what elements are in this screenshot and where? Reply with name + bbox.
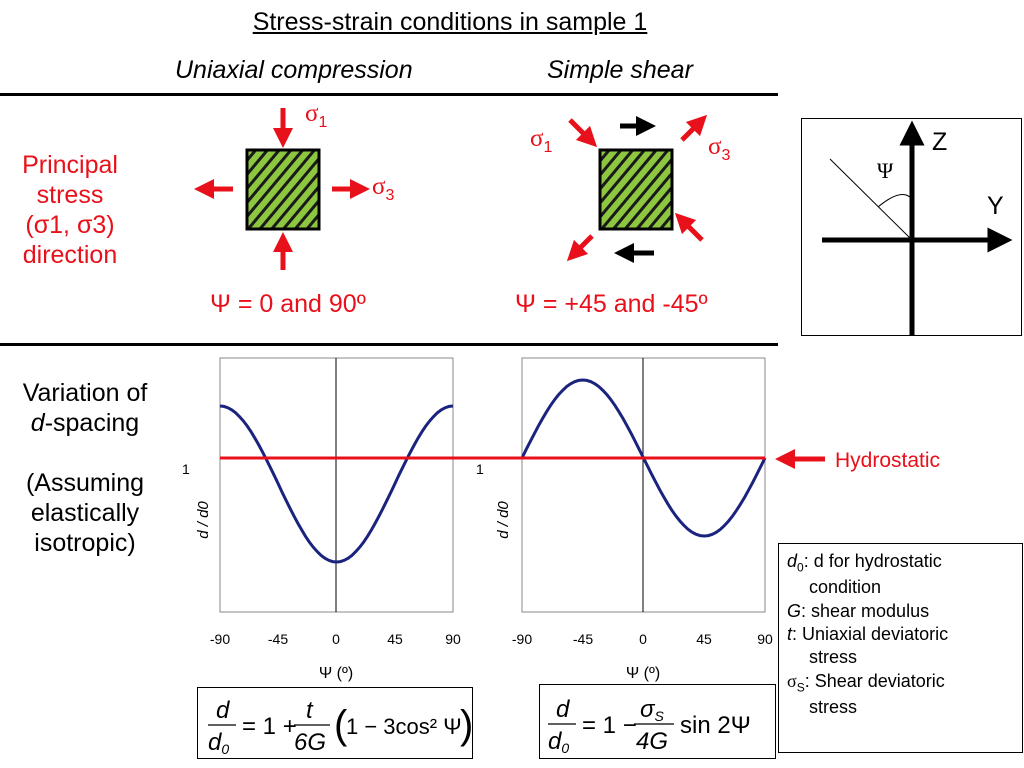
psi-angle-arc [877,194,913,208]
x-axis-label: Ψ (º) [626,665,660,682]
label-line: elastically [30,499,140,527]
y-axis-label: d / d0 [195,501,212,539]
shear-sample-diagram [566,114,708,263]
sample-square [598,148,674,231]
label-line: (σ1, σ3) [25,211,115,239]
sigma1-arrow-top-left [568,118,598,148]
psi-direction-line [829,158,913,241]
x-tick-labels: -90 -45 0 45 90 [210,631,461,647]
eq-lhs-numerator: d [556,696,570,723]
uniaxial-psi-label: Ψ = 0 and 90º [210,290,366,318]
sample-square [245,148,321,231]
slide-title: Stress-strain conditions in sample 1 [252,8,648,36]
column-header-uniaxial: Uniaxial compression [175,56,413,84]
eq-operator: = 1 + [242,713,297,740]
psi-symbol: Ψ [877,158,894,183]
divider-top [0,93,778,96]
legend-item: σS: Shear deviatoric [787,670,945,695]
shear-sigma3-label: σ3 [708,133,731,164]
x-tick-label: 90 [445,631,461,647]
legend-item-cont: condition [809,577,882,598]
symbol-legend: d0: d for hydrostatic condition G: shear… [778,543,1023,753]
equation-uniaxial: d d0 = 1 + t 6G ( 1 − 3cos² Ψ ) [197,687,473,759]
eq-frac-numerator: t [306,697,314,724]
equation-shear: d d0 = 1 − σS 4G sin 2Ψ [539,684,776,759]
eq-lhs-denominator: d0 [208,729,229,757]
eq-frac-numerator: σS [640,696,664,724]
eq-operator: = 1 − [582,712,637,739]
x-tick-label: 90 [757,631,773,647]
d-spacing-label: Variation of d-spacing (Assuming elastic… [0,378,170,558]
x-tick-label: -90 [210,631,230,647]
label-line: Principal [22,151,118,179]
y-tick-label: 1 [476,461,484,477]
uniaxial-sigma1-label: σ1 [305,100,328,131]
x-tick-label: -90 [512,631,532,647]
y-tick-label: 1 [182,461,190,477]
shear-sigma1-label: σ1 [530,125,553,156]
eq-term: 1 − 3cos² Ψ [346,714,462,739]
x-tick-label: 45 [696,631,712,647]
svg-text:): ) [460,703,473,747]
series-line [219,404,454,564]
eq-frac-denominator: 4G [636,728,668,755]
eq-lhs-denominator: d0 [548,728,569,756]
x-tick-label: 0 [332,631,340,647]
uniaxial-sample-diagram [194,108,370,270]
x-tick-labels: -90 -45 0 45 90 [512,631,773,647]
legend-item-cont: stress [809,696,858,717]
x-tick-label: -45 [573,631,593,647]
x-tick-label: -45 [268,631,288,647]
x-axis-label: Ψ (º) [319,665,353,682]
divider-middle [0,343,778,346]
sigma3-arrow-bottom-left [566,234,594,262]
eq-frac-denominator: 6G [294,729,326,756]
legend-item-cont: stress [809,647,858,668]
x-tick-label: 45 [387,631,403,647]
chart-uniaxial: -90 -45 0 45 90 1 Ψ (º) d / d0 [182,357,461,682]
label-line: (Assuming [25,469,145,497]
sigma3-arrow-top-right [680,114,708,142]
y-axis-label: d / d0 [495,501,512,539]
label-line: stress [36,181,104,209]
y-axis-label: Y [987,192,1004,220]
axes-diagram [822,120,1013,335]
sigma1-arrow-bottom-right [674,212,704,242]
uniaxial-sigma3-label: σ3 [372,173,395,204]
label-line: d-spacing [30,409,140,437]
legend-item: t: Uniaxial deviatoric [787,623,949,644]
eq-term: sin 2Ψ [680,712,751,739]
shear-psi-label: Ψ = +45 and -45º [515,290,708,318]
label-line: isotropic) [34,529,136,557]
axes-diagram-box [801,118,1022,336]
legend-item: d0: d for hydrostatic [787,551,942,575]
z-axis-label: Z [932,128,948,156]
chart-shear: -90 -45 0 45 90 1 Ψ (º) d / d0 [476,357,773,682]
label-line: Variation of [22,379,148,407]
x-tick-label: 0 [639,631,647,647]
label-line: direction [22,241,118,269]
hydrostatic-overlay [220,449,825,469]
column-header-shear: Simple shear [547,56,693,84]
legend-item: G: shear modulus [787,600,930,621]
principal-stress-label: Principal stress (σ1, σ3) direction [0,150,140,270]
eq-lhs-numerator: d [216,697,230,724]
hydrostatic-label: Hydrostatic [835,449,941,472]
svg-text:(: ( [334,703,348,747]
